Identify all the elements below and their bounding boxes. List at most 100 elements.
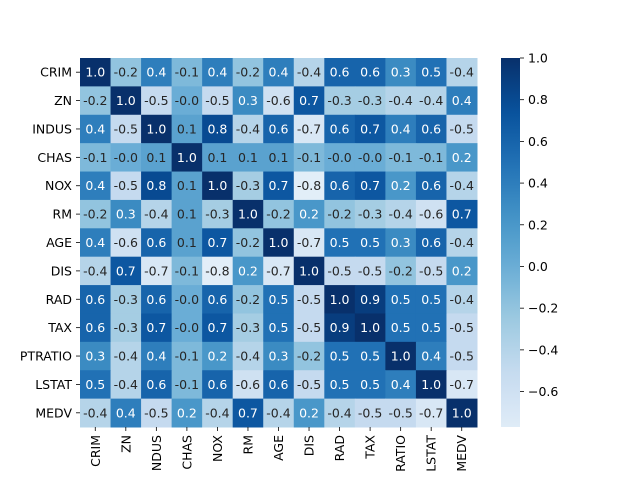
cell-label: 1.0 bbox=[269, 235, 289, 250]
y-tick-label: MEDV bbox=[35, 405, 72, 420]
cell-label: -0.5 bbox=[205, 93, 229, 108]
heatmap-cell bbox=[446, 114, 478, 144]
heatmap-cell bbox=[263, 143, 295, 173]
heatmap-cell bbox=[171, 398, 203, 428]
cell-label: -0.5 bbox=[419, 263, 443, 278]
y-tick-label: ZN bbox=[54, 93, 72, 108]
cell-label: 1.0 bbox=[330, 292, 350, 307]
heatmap-cell bbox=[141, 285, 173, 314]
heatmap-cell bbox=[141, 370, 173, 400]
cell-label: -0.4 bbox=[450, 65, 474, 80]
cell-label: 0.6 bbox=[85, 292, 105, 307]
cell-label: -0.3 bbox=[205, 207, 229, 222]
heatmap-cell bbox=[263, 171, 295, 201]
heatmap-cell bbox=[446, 370, 478, 400]
y-tick-label: PTRATIO bbox=[20, 349, 72, 364]
heatmap-cell bbox=[202, 171, 234, 201]
heatmap-cell bbox=[446, 171, 478, 201]
cell-label: -0.1 bbox=[419, 150, 443, 165]
heatmap-cell bbox=[324, 58, 356, 87]
heatmap-cell bbox=[293, 228, 325, 258]
heatmap-cell bbox=[293, 313, 325, 343]
heatmap-cell bbox=[232, 228, 264, 258]
heatmap-cell bbox=[354, 143, 386, 173]
heatmap-cell bbox=[171, 285, 203, 314]
cell-label: 0.2 bbox=[238, 263, 258, 278]
heatmap-cell bbox=[110, 370, 142, 400]
colorbar-tick-label: 1.0 bbox=[528, 51, 548, 66]
cell-label: -0.1 bbox=[175, 263, 199, 278]
colorbar-tick-label: 0.8 bbox=[528, 92, 548, 107]
cell-label: 0.7 bbox=[360, 178, 380, 193]
heatmap-cell bbox=[80, 228, 112, 258]
heatmap-cell bbox=[202, 86, 234, 116]
cell-label: -0.3 bbox=[114, 320, 138, 335]
cell-label: 0.6 bbox=[269, 377, 289, 392]
y-tick-label: DIS bbox=[51, 263, 72, 278]
heatmap-cell bbox=[232, 86, 264, 116]
cell-label: -0.5 bbox=[114, 178, 138, 193]
heatmap-cell bbox=[110, 228, 142, 258]
heatmap-cell bbox=[324, 228, 356, 258]
cell-label: 0.4 bbox=[85, 121, 105, 136]
heatmap-cell bbox=[293, 398, 325, 428]
heatmap-cell bbox=[232, 199, 264, 229]
cell-label: 1.0 bbox=[85, 65, 105, 80]
cell-label: 0.7 bbox=[146, 320, 166, 335]
cell-label: 0.4 bbox=[85, 178, 105, 193]
heatmap-cell bbox=[263, 199, 295, 229]
cell-label: 0.1 bbox=[177, 178, 197, 193]
heatmap-cell bbox=[141, 313, 173, 343]
heatmap-cell bbox=[415, 370, 447, 400]
heatmap-cell bbox=[263, 341, 295, 371]
heatmap-cell bbox=[324, 171, 356, 201]
cell-label: 1.0 bbox=[238, 207, 258, 222]
cell-label: 0.3 bbox=[85, 349, 105, 364]
heatmap-cell bbox=[293, 86, 325, 116]
heatmap-cell bbox=[324, 370, 356, 400]
cell-label: -0.4 bbox=[450, 235, 474, 250]
cell-label: -0.5 bbox=[358, 405, 382, 420]
heatmap-cell bbox=[141, 86, 173, 116]
cell-label: -0.8 bbox=[297, 178, 321, 193]
cell-label: 0.6 bbox=[360, 65, 380, 80]
heatmap-cell bbox=[354, 58, 386, 87]
heatmap-cell bbox=[446, 86, 478, 116]
heatmap-cell bbox=[446, 199, 478, 229]
cell-label: 0.2 bbox=[299, 207, 319, 222]
heatmap-cell bbox=[385, 143, 417, 173]
cell-label: 0.6 bbox=[146, 292, 166, 307]
cell-label: -0.5 bbox=[358, 263, 382, 278]
colorbar-tick-label: −0.6 bbox=[528, 384, 558, 399]
heatmap-cell bbox=[110, 199, 142, 229]
heatmap-cell bbox=[141, 398, 173, 428]
heatmap-cell bbox=[293, 143, 325, 173]
x-tick-label: TAX bbox=[363, 435, 378, 460]
heatmap-cell bbox=[141, 114, 173, 144]
cell-label: -0.7 bbox=[450, 377, 474, 392]
heatmap-cell bbox=[110, 58, 142, 87]
cell-label: -0.4 bbox=[83, 263, 107, 278]
cell-label: 1.0 bbox=[146, 121, 166, 136]
heatmap-cell bbox=[171, 228, 203, 258]
cell-label: -0.4 bbox=[236, 349, 260, 364]
y-tick-label: NOX bbox=[45, 178, 72, 193]
cell-label: 0.1 bbox=[146, 150, 166, 165]
heatmap-cell bbox=[415, 86, 447, 116]
heatmap-cell bbox=[263, 58, 295, 87]
heatmap-cell bbox=[141, 341, 173, 371]
heatmap-cell bbox=[232, 143, 264, 173]
heatmap-cell bbox=[110, 256, 142, 286]
heatmap-cell bbox=[324, 398, 356, 428]
heatmap-cell bbox=[141, 256, 173, 286]
cell-label: 0.4 bbox=[391, 377, 411, 392]
cell-label: 0.4 bbox=[207, 65, 227, 80]
heatmap-cell bbox=[171, 171, 203, 201]
cell-label: -0.2 bbox=[114, 65, 138, 80]
cell-label: 0.4 bbox=[421, 349, 441, 364]
cell-label: 0.3 bbox=[238, 93, 258, 108]
heatmap-cell bbox=[415, 171, 447, 201]
cell-label: -0.3 bbox=[236, 320, 260, 335]
cell-label: 0.6 bbox=[421, 178, 441, 193]
cell-label: -0.4 bbox=[114, 349, 138, 364]
